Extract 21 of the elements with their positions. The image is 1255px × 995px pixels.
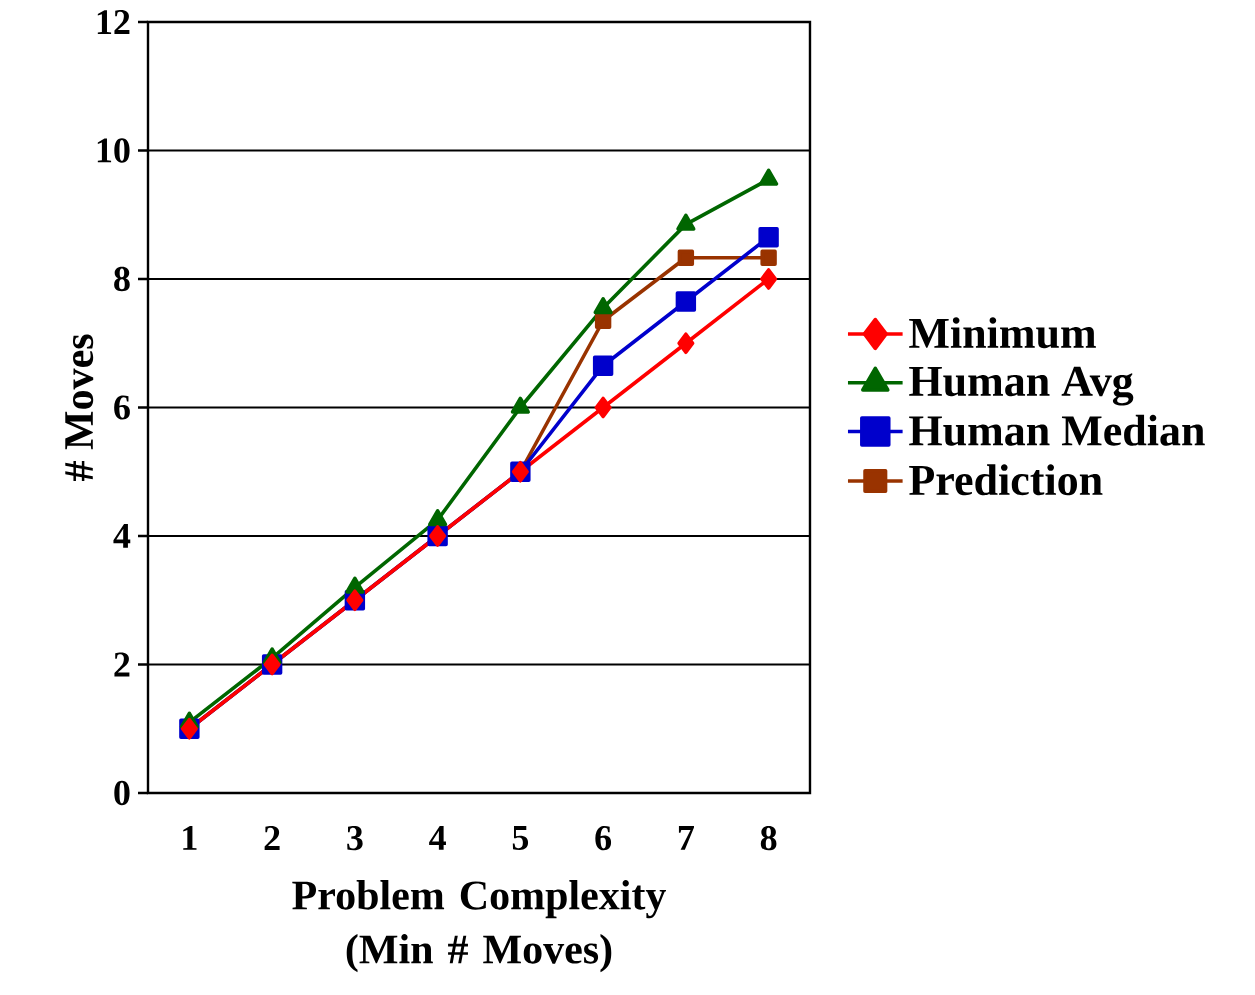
- legend-label: Human Avg: [909, 366, 1134, 406]
- y-axis-title: # Moves: [65, 334, 94, 481]
- x-tick-label: 1: [183, 826, 197, 850]
- y-tick-label: 4: [113, 524, 131, 548]
- x-tick-label: 6: [595, 826, 612, 851]
- x-tick-label: 2: [264, 826, 280, 850]
- x-tick-label: 7: [678, 826, 694, 850]
- y-tick-label: 8: [114, 266, 130, 292]
- x-axis-title: Problem Complexity (Min # Moves): [292, 880, 666, 973]
- x-tick-label: 5: [512, 826, 529, 850]
- y-tick-label: 6: [114, 395, 130, 420]
- y-tick-label: 10: [97, 138, 130, 163]
- y-tick-label: 12: [97, 10, 130, 34]
- y-tick-label: 0: [114, 780, 130, 806]
- legend-label: Minimum: [909, 317, 1096, 349]
- x-tick-label: 8: [760, 826, 777, 851]
- legend-label: Prediction: [909, 464, 1103, 496]
- y-tick-label: 2: [114, 652, 130, 677]
- legend-label: Human Median: [909, 414, 1205, 446]
- x-tick-label: 3: [347, 826, 363, 851]
- x-tick-label: 4: [429, 826, 446, 850]
